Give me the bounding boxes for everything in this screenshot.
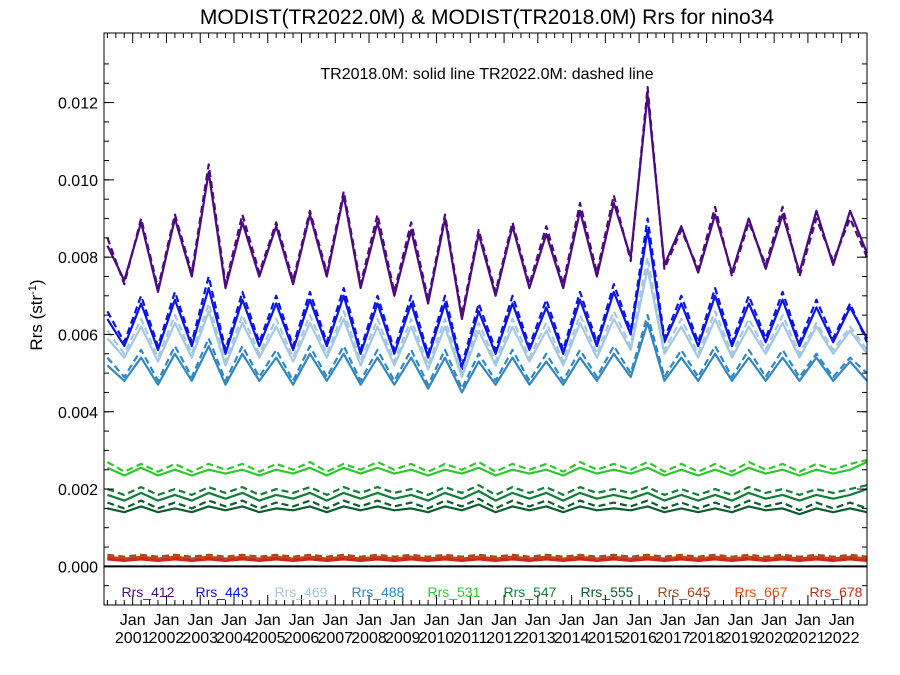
- x-tick-month-label: Jan: [322, 612, 348, 629]
- x-tick-month-label: Jan: [390, 612, 416, 629]
- x-tick-year-label: 2015: [588, 630, 624, 647]
- legend-item-rrs-443: Rrs_443: [196, 584, 249, 600]
- x-tick-year-label: 2007: [317, 630, 353, 647]
- x-tick-year-label: 2004: [216, 630, 252, 647]
- series-line-rrs-443-dashed: [106, 217, 869, 367]
- y-tick-label: 0.004: [58, 405, 98, 422]
- x-tick-year-label: 2002: [149, 630, 185, 647]
- x-tick-year-label: 2009: [385, 630, 421, 647]
- legend-item-rrs-547: Rrs_547: [504, 584, 557, 600]
- x-tick-month-label: Jan: [592, 612, 618, 629]
- x-tick-month-label: Jan: [660, 612, 686, 629]
- x-tick-year-label: 2011: [453, 630, 488, 647]
- x-tick-month-label: Jan: [525, 612, 551, 629]
- axes-layer: 0.0000.0020.0040.0060.0080.0100.012Jan20…: [58, 32, 868, 647]
- series-line-rrs-555-solid: [107, 503, 868, 516]
- series-line-rrs-412-solid: [106, 93, 869, 321]
- x-tick-month-label: Jan: [626, 612, 652, 629]
- x-tick-year-label: 2014: [554, 630, 590, 647]
- x-tick-year-label: 2020: [756, 630, 792, 647]
- x-tick-month-label: Jan: [457, 612, 483, 629]
- x-tick-month-label: Jan: [559, 612, 585, 629]
- series-line-rrs-443-solid: [106, 229, 868, 371]
- x-tick-year-label: 2016: [621, 630, 657, 647]
- x-tick-month-label: Jan: [221, 612, 247, 629]
- x-tick-year-label: 2021: [790, 630, 826, 647]
- series-line-rrs-531-dashed: [106, 459, 868, 473]
- series-line-rrs-488-solid: [106, 321, 868, 394]
- x-tick-month-label: Jan: [289, 612, 315, 629]
- y-axis-label: Rrs (str-1): [27, 279, 46, 350]
- x-tick-month-label: Jan: [120, 612, 146, 629]
- series-line-rrs-547-solid: [107, 488, 868, 502]
- legend-item-rrs-678: Rrs_678: [810, 584, 863, 600]
- legend-item-rrs-645: Rrs_645: [658, 584, 711, 600]
- y-axis-label-superscript: -1: [27, 285, 39, 295]
- legend-item-rrs-469: Rrs_469: [275, 584, 328, 600]
- line-style-annotation: TR2018.0M: solid line TR2022.0M: dashed …: [320, 66, 653, 83]
- y-axis-label-main: Rrs (str: [27, 295, 46, 351]
- legend-item-rrs-531: Rrs_531: [428, 584, 481, 600]
- x-tick-month-label: Jan: [491, 612, 517, 629]
- series-line-rrs-469-solid: [106, 267, 868, 379]
- x-tick-month-label: Jan: [727, 612, 753, 629]
- y-tick-label: 0.010: [58, 173, 98, 190]
- series-line-rrs-678-dashed: [107, 556, 868, 561]
- svg-text:Rrs (str-1): Rrs (str-1): [27, 279, 46, 350]
- x-tick-month-label: Jan: [255, 612, 281, 629]
- x-tick-year-label: 2006: [284, 630, 320, 647]
- series-layer: [106, 85, 869, 563]
- x-tick-month-label: Jan: [424, 612, 450, 629]
- series-line-rrs-678-solid: [107, 558, 868, 563]
- chart-title: MODIST(TR2022.0M) & MODIST(TR2018.0M) Rr…: [200, 6, 774, 29]
- y-tick-label: 0.008: [58, 250, 98, 267]
- x-tick-month-label: Jan: [795, 612, 821, 629]
- series-line-rrs-412-dashed: [106, 85, 869, 317]
- plot-frame: [103, 32, 868, 606]
- x-tick-year-label: 2019: [723, 630, 759, 647]
- series-line-rrs-531-solid: [106, 460, 868, 477]
- series-line-rrs-488-dashed: [106, 314, 868, 390]
- x-tick-year-label: 2022: [824, 630, 860, 647]
- legend-item-rrs-555: Rrs_555: [581, 584, 634, 600]
- x-tick-month-label: Jan: [761, 612, 787, 629]
- series-line-rrs-555-dashed: [107, 497, 868, 512]
- series-line-rrs-469-dashed: [106, 256, 868, 375]
- x-tick-month-label: Jan: [154, 612, 180, 629]
- series-line-rrs-547-dashed: [107, 484, 868, 496]
- legend-item-rrs-667: Rrs_667: [735, 584, 788, 600]
- series-line-rrs-645-dashed: [107, 553, 868, 558]
- legend-item-rrs-412: Rrs_412: [122, 584, 175, 600]
- x-tick-year-label: 2013: [520, 630, 556, 647]
- x-tick-month-label: Jan: [356, 612, 382, 629]
- y-tick-label: 0.000: [58, 559, 98, 576]
- x-tick-month-label: Jan: [187, 612, 213, 629]
- y-tick-label: 0.006: [58, 327, 98, 344]
- y-tick-label: 0.012: [58, 96, 98, 113]
- x-tick-year-label: 2001: [115, 630, 151, 647]
- x-tick-year-label: 2012: [486, 630, 522, 647]
- y-tick-label: 0.002: [58, 482, 98, 499]
- legend-item-rrs-488: Rrs_488: [352, 584, 405, 600]
- y-axis-label-end: ): [27, 279, 46, 285]
- x-tick-month-label: Jan: [829, 612, 855, 629]
- x-tick-year-label: 2010: [419, 630, 455, 647]
- x-tick-year-label: 2018: [689, 630, 725, 647]
- x-tick-month-label: Jan: [694, 612, 720, 629]
- x-tick-year-label: 2017: [655, 630, 691, 647]
- x-tick-year-label: 2003: [182, 630, 218, 647]
- x-tick-year-label: 2008: [351, 630, 387, 647]
- legend: Rrs_412 Rrs_443 Rrs_469 Rrs_488 Rrs_531 Rrs_5…: [122, 584, 863, 600]
- x-tick-year-label: 2005: [250, 630, 286, 647]
